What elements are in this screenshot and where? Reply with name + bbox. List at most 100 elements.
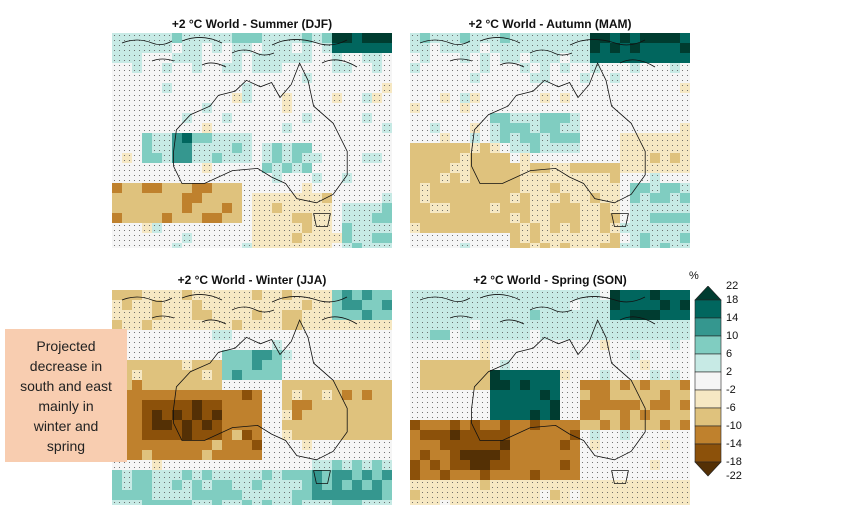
grid-cell	[420, 63, 430, 73]
stipple-dot	[378, 194, 381, 197]
grid-cell	[520, 203, 530, 213]
grid-cell	[460, 203, 470, 213]
stipple-dot	[551, 44, 554, 47]
grid-cell	[112, 33, 122, 43]
stipple-dot	[606, 149, 609, 152]
grid-cell	[570, 213, 580, 223]
stipple-dot	[461, 89, 464, 92]
stipple-dot	[218, 34, 221, 37]
stipple-dot	[681, 159, 684, 162]
stipple-dot	[671, 99, 674, 102]
stipple-dot	[153, 224, 156, 227]
stipple-dot	[676, 169, 679, 172]
stipple-dot	[138, 119, 141, 122]
stipple-dot	[636, 209, 639, 212]
stipple-dot	[446, 39, 449, 42]
map-panel-summer	[112, 33, 392, 248]
stipple-dot	[621, 174, 624, 177]
grid-cell	[222, 243, 232, 248]
stipple-dot	[368, 184, 371, 187]
stipple-dot	[278, 39, 281, 42]
stipple-dot	[586, 89, 589, 92]
grid-cell	[202, 43, 212, 53]
stipple-dot	[128, 164, 131, 167]
grid-cell	[232, 153, 242, 163]
stipple-dot	[163, 99, 166, 102]
stipple-dot	[223, 109, 226, 112]
stipple-dot	[223, 94, 226, 97]
stipple-dot	[471, 124, 474, 127]
grid-cell	[172, 93, 182, 103]
grid-cell	[192, 203, 202, 213]
stipple-dot	[621, 129, 624, 132]
stipple-dot	[556, 69, 559, 72]
grid-cell	[510, 133, 520, 143]
stipple-dot	[451, 244, 454, 247]
stipple-dot	[471, 149, 474, 152]
stipple-dot	[576, 124, 579, 127]
grid-cell	[540, 243, 550, 248]
stipple-dot	[561, 104, 564, 107]
stipple-dot	[313, 189, 316, 192]
stipple-dot	[348, 54, 351, 57]
grid-cell	[540, 43, 550, 53]
stipple-dot	[581, 114, 584, 117]
stipple-dot	[616, 229, 619, 232]
stipple-dot	[113, 114, 116, 117]
grid-cell	[382, 163, 392, 173]
stipple-dot	[461, 234, 464, 237]
grid-cell	[252, 113, 262, 123]
stipple-dot	[193, 244, 196, 247]
stipple-dot	[456, 239, 459, 242]
stipple-dot	[676, 129, 679, 132]
stipple-dot	[333, 224, 336, 227]
stipple-dot	[218, 179, 221, 182]
stipple-dot	[611, 194, 614, 197]
stipple-dot	[526, 64, 529, 67]
stipple-dot	[561, 224, 564, 227]
stipple-dot	[343, 114, 346, 117]
stipple-dot	[531, 154, 534, 157]
stipple-dot	[601, 79, 604, 82]
stipple-dot	[546, 134, 549, 137]
stipple-dot	[208, 119, 211, 122]
stipple-dot	[328, 229, 331, 232]
stipple-dot	[173, 234, 176, 237]
stipple-dot	[283, 199, 286, 202]
grid-cell	[520, 183, 530, 193]
stipple-dot	[133, 229, 136, 232]
stipple-dot	[636, 124, 639, 127]
grid-cell	[142, 183, 152, 193]
stipple-dot	[368, 154, 371, 157]
grid-cell	[252, 203, 262, 213]
stipple-dot	[571, 39, 574, 42]
stipple-dot	[318, 129, 321, 132]
grid-cell	[650, 193, 660, 203]
stipple-dot	[466, 164, 469, 167]
stipple-dot	[606, 174, 609, 177]
stipple-dot	[233, 49, 236, 52]
stipple-dot	[253, 144, 256, 147]
stipple-dot	[481, 94, 484, 97]
grid-cell	[162, 193, 172, 203]
grid-cell	[590, 173, 600, 183]
stipple-dot	[148, 49, 151, 52]
stipple-dot	[123, 159, 126, 162]
stipple-dot	[173, 119, 176, 122]
stipple-dot	[328, 109, 331, 112]
stipple-dot	[273, 134, 276, 137]
stipple-dot	[616, 134, 619, 137]
stipple-dot	[148, 244, 151, 247]
stipple-dot	[138, 44, 141, 47]
stipple-dot	[218, 64, 221, 67]
stipple-dot	[238, 174, 241, 177]
grid-cell	[520, 243, 530, 248]
grid-cell	[372, 243, 382, 248]
stipple-dot	[323, 79, 326, 82]
stipple-dot	[636, 204, 639, 207]
grid-cell	[490, 243, 500, 248]
stipple-dot	[446, 124, 449, 127]
grid-cell	[252, 53, 262, 63]
stipple-dot	[416, 239, 419, 242]
stipple-dot	[253, 49, 256, 52]
